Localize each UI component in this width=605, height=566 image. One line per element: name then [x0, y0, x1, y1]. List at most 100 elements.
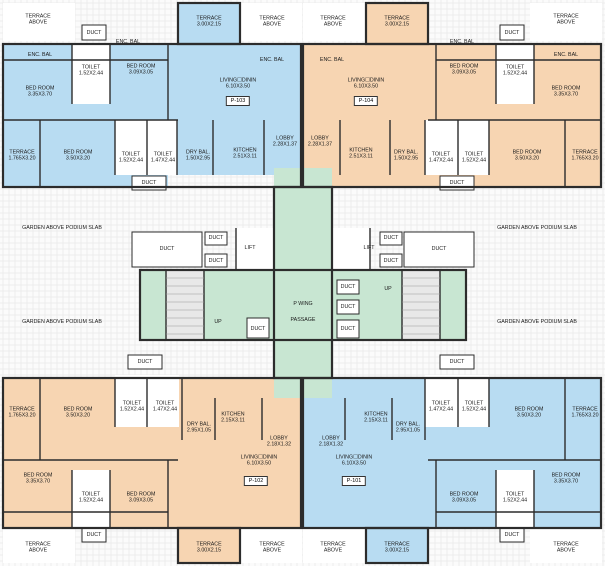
label-terrace-104r: TERRACE 1.765X3.20 — [571, 150, 598, 163]
label-bed-102b-l2: 3.35X3.70 — [25, 479, 51, 485]
stair-treads — [166, 277, 440, 335]
terrace-above-tc2-area — [303, 3, 366, 41]
label-bed-104a: BED ROOM 3.09X3.05 — [450, 64, 479, 77]
label-up-r: UP — [384, 286, 391, 292]
label-garden-2-l1: GARDEN ABOVE PODIUM SLAB — [497, 224, 577, 231]
label-terrace-p101-l2: 3.00X2.15 — [384, 548, 410, 554]
label-duct-tl-l1: DUCT — [86, 29, 102, 36]
label-terrace-104r-l1: TERRACE — [572, 149, 598, 156]
label-lift-r: LIFT — [364, 245, 375, 251]
terrace-above-tc1-area — [240, 3, 302, 41]
label-bed-102b: BED ROOM 3.35X3.70 — [24, 473, 53, 486]
label-drybal-103-l1: DRY BAL. — [186, 149, 210, 156]
label-living-103-l1: LIVING☐DININ — [219, 77, 257, 84]
label-terrace-tc1-l1: TERRACE — [259, 15, 285, 22]
label-toilet-104c-l1: TOILET — [431, 151, 451, 158]
unit-p101-living-zone — [303, 378, 433, 528]
label-drybal-104-l1: DRY BAL. — [394, 149, 418, 156]
label-terrace-tc1-l2: ABOVE — [262, 22, 282, 28]
label-duct-t2: DUCT — [450, 180, 465, 186]
label-bed-102a: BED ROOM 3.09X3.05 — [127, 492, 156, 505]
toilets-p104-area — [425, 120, 489, 175]
label-bed-103a-l1: BED ROOM — [126, 63, 156, 70]
label-up-l: UP — [214, 319, 221, 325]
label-toilet-101b-l1: TOILET — [464, 400, 484, 407]
label-toilet-101a: TOILET 1.52X2.44 — [503, 492, 527, 505]
label-toilet-101c: TOILET 1.47X2.44 — [429, 401, 453, 414]
label-terrace-p102: TERRACE 3.00X2.15 — [196, 542, 221, 555]
label-bed-103b: BED ROOM 3.35X3.70 — [26, 86, 55, 99]
label-garden-2: GARDEN ABOVE PODIUM SLAB — [497, 225, 577, 231]
terrace-p102-zone — [178, 528, 240, 563]
label-bed-102c-l1: BED ROOM — [63, 406, 93, 413]
label-terrace-tr-l2: ABOVE — [556, 20, 576, 26]
toilet-p103a-area — [72, 44, 110, 104]
terrace-above-br-area — [530, 528, 602, 563]
label-duct-tl: DUCT — [87, 30, 102, 36]
label-kitchen-101-l2: 2.15X3.11 — [364, 418, 388, 424]
label-toilet-103c-l1: TOILET — [153, 151, 173, 158]
label-lift-r-l1: LIFT — [363, 244, 375, 251]
unit-p103-living-zone — [168, 44, 303, 175]
label-living-104: LIVING☐DININ 6.10X3.50 — [348, 78, 385, 91]
label-toilet-103b: TOILET 1.52X2.44 — [119, 152, 143, 165]
label-duct-m4: DUCT — [341, 326, 356, 332]
label-bed-103b-l1: BED ROOM — [25, 85, 55, 92]
label-encbal-4-l1: ENC. BAL — [319, 56, 345, 63]
label-living-101-l1: LIVING☐DININ — [335, 454, 373, 461]
label-lobby-101-l1: LOBBY — [322, 435, 340, 442]
label-garden-3-l1: GARDEN ABOVE PODIUM SLAB — [22, 318, 102, 325]
label-toilet-101c-l2: 1.47X2.44 — [428, 407, 454, 413]
label-duct-r1: DUCT — [432, 246, 447, 252]
label-kitchen-101: KITCHEN 2.15X3.11 — [364, 412, 388, 425]
label-duct-l1: DUCT — [160, 246, 175, 252]
label-passage-l1: PASSAGE — [290, 316, 316, 323]
label-terrace-tr-l1: TERRACE — [553, 13, 579, 20]
label-garden-3: GARDEN ABOVE PODIUM SLAB — [22, 319, 102, 325]
label-up-l-l1: UP — [214, 318, 222, 325]
label-living-103: LIVING☐DININ 6.10X3.50 — [220, 78, 257, 91]
terrace-above-bc2-area — [303, 528, 366, 563]
label-lobby-102-l1: LOBBY — [270, 435, 288, 442]
label-duct-tr-l1: DUCT — [504, 29, 520, 36]
label-encbal-6: ENC. BAL — [554, 52, 578, 58]
label-living-101-l2: 6.10X3.50 — [341, 461, 367, 467]
label-living-104-l1: LIVING☐DININ — [347, 77, 385, 84]
label-toilet-101a-l1: TOILET — [505, 491, 525, 498]
toilets-p101-area — [425, 375, 489, 427]
label-toilet-102c: TOILET 1.52X2.44 — [120, 401, 144, 414]
terrace-above-tl-area — [3, 3, 75, 41]
label-toilet-104b-l1: TOILET — [464, 151, 484, 158]
label-toilet-103a-l1: TOILET — [81, 64, 101, 71]
label-terrace-tc1: TERRACE ABOVE — [259, 16, 284, 29]
label-terrace-bl-l1: TERRACE — [25, 541, 51, 548]
label-duct-m3-l1: DUCT — [340, 303, 356, 310]
label-bed-104c-l1: BED ROOM — [512, 149, 542, 156]
label-bed-102a-l2: 3.09X3.05 — [128, 498, 154, 504]
label-terrace-102l-l2: 1.765X3.20 — [8, 413, 36, 419]
label-kitchen-103: KITCHEN 2.51X3.11 — [233, 148, 257, 161]
label-terrace-bc1-l2: ABOVE — [262, 548, 282, 554]
label-duct-l1-l1: DUCT — [159, 245, 175, 252]
label-terrace-103l-l2: 1.765X3.20 — [8, 156, 36, 162]
label-terrace-tl-l2: ABOVE — [28, 20, 48, 26]
label-terrace-tr: TERRACE ABOVE — [553, 14, 578, 27]
label-duct-m2: DUCT — [341, 284, 356, 290]
label-lobby-104-l1: LOBBY — [311, 135, 329, 142]
label-drybal-104: DRY BAL. 1.50X2.95 — [394, 150, 418, 163]
label-duct-t1-l1: DUCT — [141, 179, 157, 186]
label-duct-tr: DUCT — [505, 30, 520, 36]
label-terrace-p102-l2: 3.00X2.15 — [196, 548, 222, 554]
terrace-above-bc1-area — [240, 528, 302, 563]
label-terrace-br: TERRACE ABOVE — [553, 542, 578, 555]
label-bed-101a-l1: BED ROOM — [449, 491, 479, 498]
toilet-p104a-area — [496, 44, 534, 104]
label-drybal-104-l2: 1.50X2.95 — [393, 156, 419, 162]
label-garden-1-l1: GARDEN ABOVE PODIUM SLAB — [22, 224, 102, 231]
label-duct-bl: DUCT — [87, 532, 102, 538]
label-lift-l: LIFT — [245, 245, 256, 251]
label-drybal-101: DRY BAL. 2.95X1.05 — [396, 422, 420, 435]
label-terrace-104r-l2: 1.765X3.20 — [571, 156, 599, 162]
label-terrace-p104-l1: TERRACE — [384, 15, 410, 22]
